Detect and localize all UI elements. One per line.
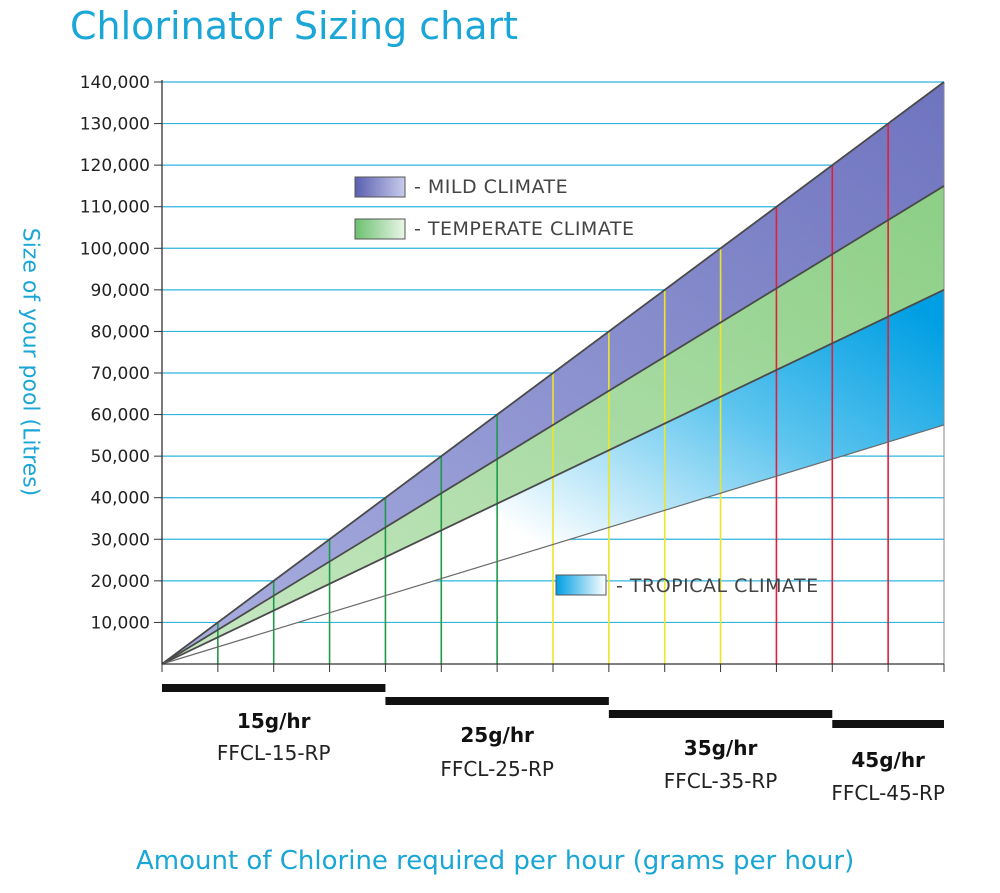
band-bar: [832, 720, 944, 728]
y-tick-label: 80,000: [91, 322, 150, 342]
y-tick-label: 30,000: [91, 530, 150, 550]
band-model-label: FFCL-35-RP: [664, 769, 778, 793]
legend-swatch: [354, 176, 406, 198]
band-rate-label: 45g/hr: [851, 748, 925, 772]
y-tick-label: 100,000: [80, 239, 150, 259]
chart-title: Chlorinator Sizing chart: [70, 4, 519, 48]
band-model-label: FFCL-15-RP: [217, 741, 331, 765]
band-bar: [385, 697, 609, 705]
y-tick-label: 40,000: [91, 489, 150, 509]
band-model-label: FFCL-25-RP: [440, 757, 554, 781]
y-tick-label: 130,000: [80, 115, 150, 135]
temperate-upper-line: [161, 185, 945, 665]
y-tick-label: 90,000: [91, 281, 150, 301]
legend-swatch: [555, 574, 607, 596]
mild-upper-line: [161, 81, 945, 665]
band-rate-label: 25g/hr: [460, 723, 534, 747]
band-bar: [608, 710, 833, 718]
band-rate-label: 15g/hr: [237, 709, 311, 733]
tropical-lower-line: [161, 424, 945, 665]
y-tick-label: 70,000: [91, 364, 150, 384]
legend-label: - MILD CLIMATE: [414, 176, 568, 198]
y-tick-label: 120,000: [80, 156, 150, 176]
band-bar: [162, 684, 386, 692]
y-tick-label: 10,000: [91, 613, 150, 633]
y-tick-label: 20,000: [91, 572, 150, 592]
x-axis-title: Amount of Chlorine required per hour (gr…: [136, 846, 855, 876]
y-tick-label: 110,000: [80, 198, 150, 218]
y-tick-label: 60,000: [91, 406, 150, 426]
band-model-label: FFCL-45-RP: [831, 781, 945, 805]
band-rate-label: 35g/hr: [684, 736, 758, 760]
tropical-upper-line: [161, 289, 945, 665]
y-tick-label: 140,000: [80, 73, 150, 93]
legend-label: - TROPICAL CLIMATE: [616, 575, 819, 597]
legend-swatch: [354, 218, 406, 240]
legend-label: - TEMPERATE CLIMATE: [414, 218, 634, 240]
y-tick-label: 50,000: [91, 447, 150, 467]
